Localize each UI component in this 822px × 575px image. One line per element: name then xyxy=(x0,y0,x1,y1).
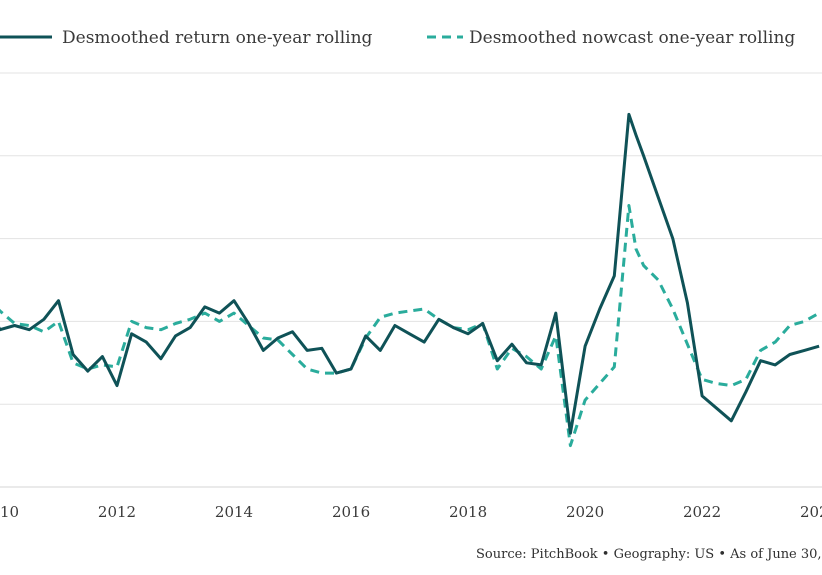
legend-label-return: Desmoothed return one-year rolling xyxy=(62,28,373,48)
x-tick-label: 2022 xyxy=(683,503,721,521)
series-line-return xyxy=(0,112,820,435)
x-tick-label: 2024 xyxy=(800,503,822,521)
x-tick-label: 2014 xyxy=(215,503,253,521)
legend-label-nowcast: Desmoothed nowcast one-year rolling xyxy=(469,28,795,48)
x-tick-label: 2020 xyxy=(566,503,604,521)
x-tick-label: 2012 xyxy=(98,503,136,521)
x-axis-ticks: 2010 2012 2014 2016 2018 2020 2022 2024 xyxy=(0,503,822,521)
source-note: Source: PitchBook • Geography: US • As o… xyxy=(476,547,822,562)
gridlines xyxy=(0,72,822,488)
series-line-nowcast xyxy=(0,204,820,448)
x-tick-label: 2018 xyxy=(449,503,487,521)
legend-item-return[interactable]: Desmoothed return one-year rolling xyxy=(0,28,373,48)
x-tick-label: 2010 xyxy=(0,503,19,521)
x-tick-label: 2016 xyxy=(332,503,370,521)
plot-area xyxy=(0,112,820,448)
legend: Desmoothed return one-year rolling Desmo… xyxy=(0,28,795,48)
legend-item-nowcast[interactable]: Desmoothed nowcast one-year rolling xyxy=(427,28,795,48)
